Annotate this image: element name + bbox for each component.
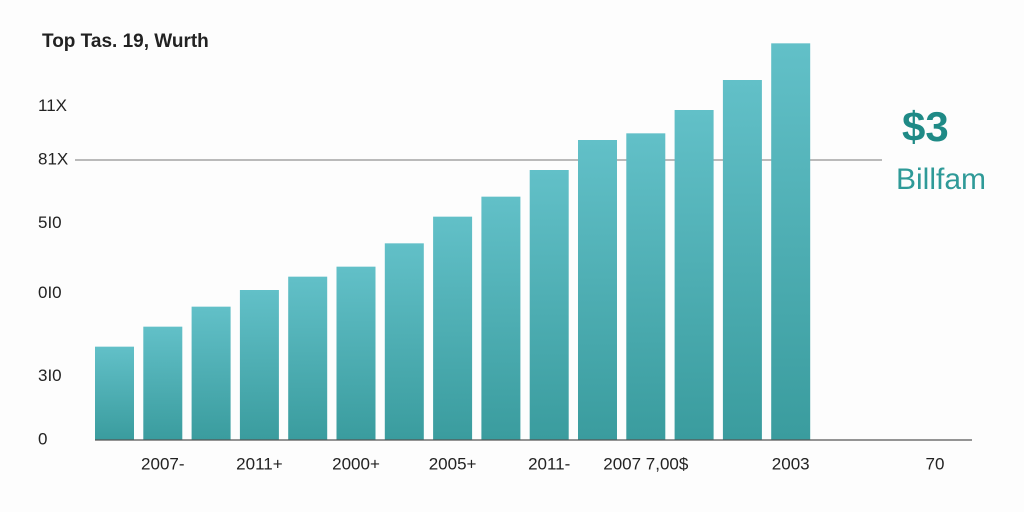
y-tick-label: 5I0	[38, 213, 62, 232]
bar	[191, 306, 231, 440]
bar	[722, 80, 762, 440]
chart-title: Top Tas. 19, Wurth	[42, 31, 209, 52]
callout-value: $3	[902, 103, 949, 150]
bar	[481, 196, 521, 440]
bar	[288, 276, 328, 440]
x-tick-label: 2000+	[332, 454, 380, 473]
y-tick-label: 3I0	[38, 366, 62, 385]
bar	[578, 140, 617, 440]
y-tick-label: 81X	[38, 149, 68, 168]
x-tick-label: 2007-	[141, 454, 184, 473]
bar	[771, 43, 811, 440]
y-tick-label: 11X	[38, 96, 67, 115]
y-tick-label: 0	[38, 429, 47, 448]
bar	[529, 170, 569, 440]
bar	[384, 243, 424, 440]
x-tick-label: 2005+	[429, 454, 477, 473]
bar	[336, 266, 376, 440]
x-tick-label: 2007 7,00$	[603, 454, 689, 473]
callout-unit: Billfam	[896, 163, 986, 196]
bar	[674, 110, 714, 440]
y-tick-label: 0I0	[38, 283, 62, 302]
bar	[433, 216, 473, 440]
x-tick-label: 2003	[772, 454, 810, 473]
x-tick-label: 2011+	[236, 454, 283, 473]
x-end-label: 70	[926, 454, 945, 473]
bar	[626, 133, 666, 441]
bar	[239, 290, 279, 440]
bar	[143, 326, 183, 440]
x-tick-label: 2011-	[528, 454, 570, 473]
bar	[95, 346, 134, 440]
